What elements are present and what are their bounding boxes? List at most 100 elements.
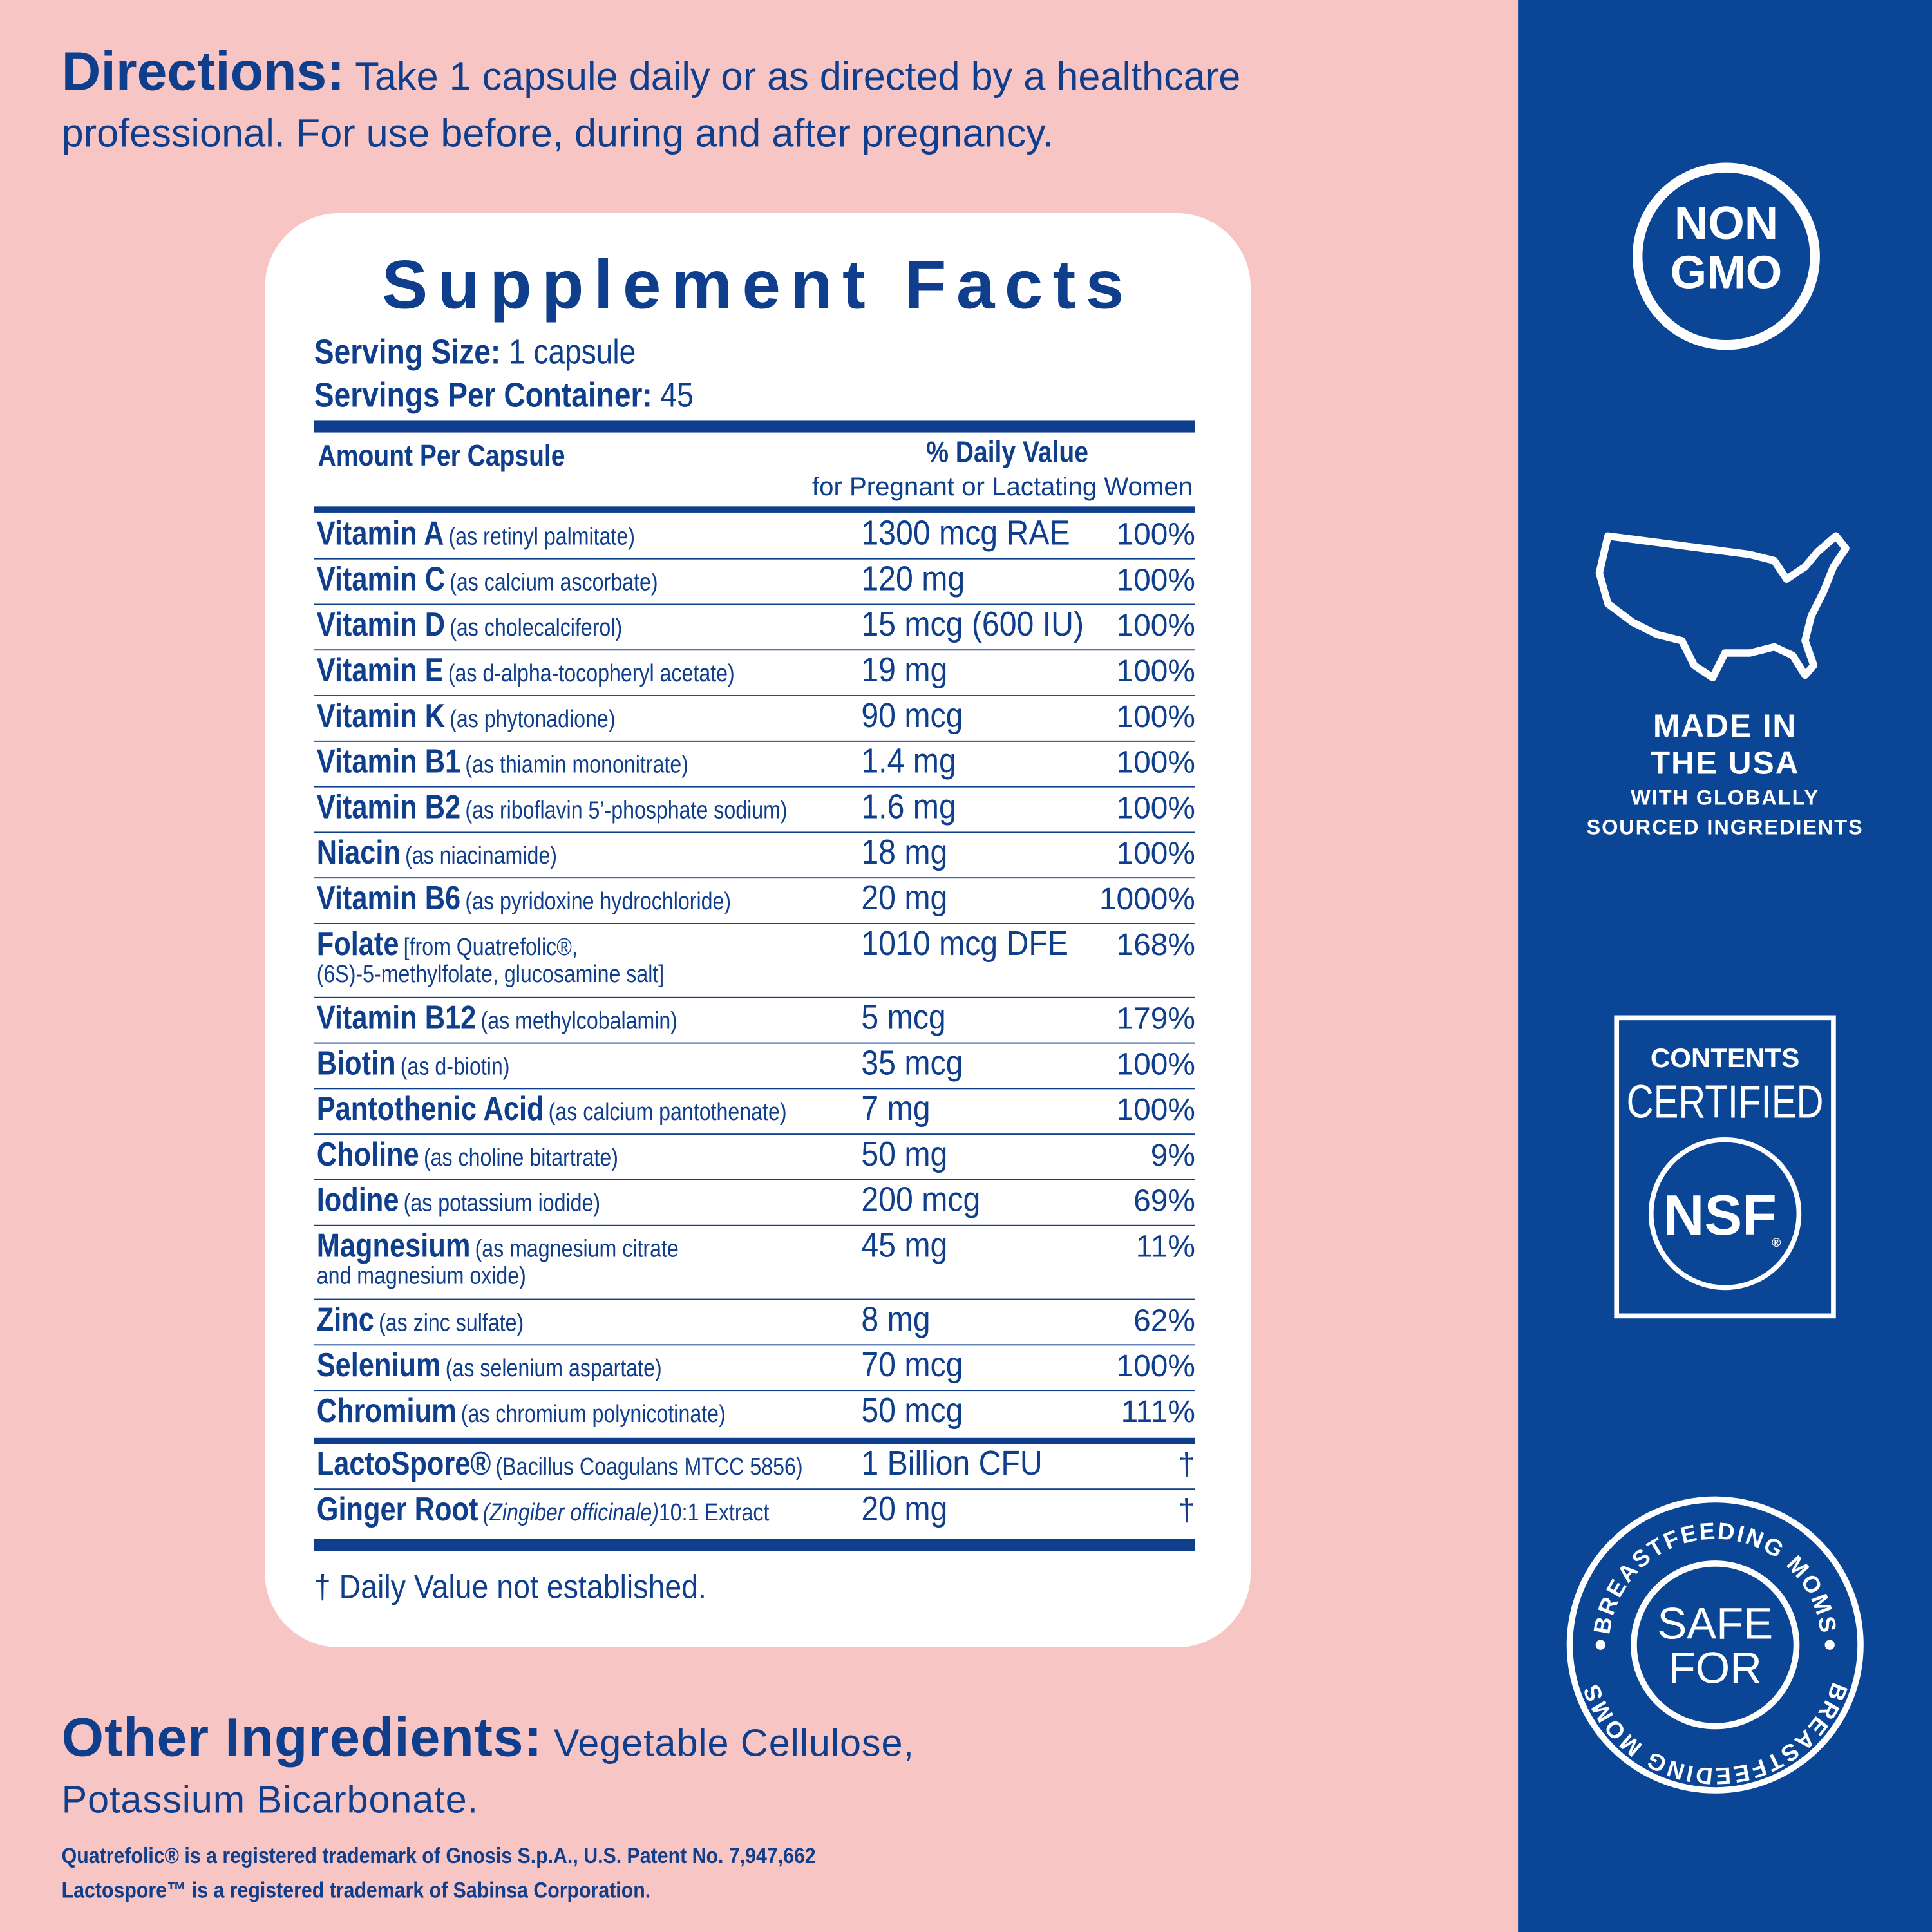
thick-rule — [314, 1437, 1195, 1444]
nutrient-name: Selenium — [316, 1347, 441, 1384]
ring-text: BREASTFEEDING MOMS — [1577, 1680, 1853, 1790]
facts-row: Pantothenic Acid (as calcium pantothenat… — [314, 1088, 1195, 1133]
thick-rule — [314, 1539, 1195, 1551]
nutrient-source: 10:1 Extract — [658, 1499, 770, 1527]
nutrient-cell: Ginger Root (Zingiber officinale)10:1 Ex… — [317, 1492, 866, 1533]
nutrient-source: [from Quatrefolic®, — [403, 934, 578, 961]
nsf-ring — [1648, 1137, 1802, 1291]
daily-value: 179% — [1116, 1001, 1195, 1037]
facts-row: Choline (as choline bitartrate) 50 mg 9% — [314, 1133, 1195, 1179]
side-panel — [1518, 0, 1932, 1932]
nutrient-cell: Vitamin C (as calcium ascorbate) — [317, 561, 866, 602]
nutrient-name: Magnesium — [316, 1227, 471, 1265]
facts-row: Vitamin A (as retinyl palmitate) 1300 mcg… — [314, 514, 1195, 558]
nutrient-cell: Chromium (as chromium polynicotinate) — [316, 1392, 866, 1434]
amount: 120 mg — [861, 559, 965, 598]
amount: 1300 mcg RAE — [861, 513, 1070, 553]
nutrient-source: (Zingiber officinale) — [482, 1499, 659, 1527]
serving-size-label: Serving Size: — [314, 332, 501, 371]
nutrient-source: (as methylcobalamin) — [480, 1008, 677, 1036]
nutrient-cell: Vitamin E (as d-alpha-tocopheryl acetate… — [316, 652, 866, 694]
nutrient-source: and magnesium oxide) — [316, 1263, 526, 1291]
facts-row: Vitamin B6 (as pyridoxine hydrochloride)… — [314, 877, 1195, 923]
serving-size-value: 1 capsule — [509, 332, 636, 371]
nutrient-source: (as phytonadione) — [450, 706, 616, 734]
facts-rows: Vitamin A (as retinyl palmitate) 1300 mcg… — [314, 514, 1195, 1551]
daily-value: 111% — [1121, 1394, 1195, 1430]
amount: 20 mg — [861, 878, 948, 917]
nsf-registered: ® — [1772, 1236, 1781, 1250]
nutrient-source: (as pyridoxine hydrochloride) — [465, 888, 732, 916]
footnote: † Daily Value not established. — [314, 1568, 706, 1605]
amount: 7 mg — [861, 1089, 931, 1128]
nutrient-name: Choline — [316, 1136, 419, 1173]
nutrient-source: (as riboflavin 5’-phosphate sodium) — [465, 797, 788, 824]
servings: Servings Per Container: 45 — [314, 376, 694, 415]
facts-card — [265, 213, 1251, 1648]
nutrient-source: (Bacillus Coagulans MTCC 5856) — [495, 1454, 803, 1481]
other-label: Other Ingredients: — [61, 1707, 543, 1768]
nutrient-name: LactoSpore® — [316, 1445, 491, 1482]
trademark: Quatrefolic® is a registered trademark o… — [61, 1843, 816, 1868]
amount: 8 mg — [861, 1300, 931, 1338]
amount: 5 mcg — [861, 998, 946, 1037]
daily-value: 69% — [1133, 1184, 1195, 1219]
daily-value: 100% — [1116, 517, 1195, 553]
daily-value: 62% — [1133, 1303, 1195, 1338]
daily-value: 11% — [1135, 1229, 1195, 1265]
nutrient-name: Vitamin B1 — [316, 743, 461, 781]
facts-row: Vitamin E (as d-alpha-tocopheryl acetate… — [314, 649, 1195, 695]
ring-dot — [1595, 1640, 1605, 1650]
daily-value: 100% — [1116, 745, 1195, 781]
nutrient-cell: Folate [from Quatrefolic®, (6S)-5-methylf… — [317, 926, 866, 987]
nutrient-cell: Choline (as choline bitartrate) — [317, 1137, 866, 1178]
daily-value: 100% — [1116, 1047, 1195, 1082]
facts-title: Supplement Facts — [381, 245, 1134, 323]
daily-value: 100% — [1116, 791, 1195, 826]
other-line: Potassium Bicarbonate. — [61, 1777, 479, 1821]
daily-value: 100% — [1116, 609, 1195, 643]
amount: 15 mcg (600 IU) — [861, 605, 1084, 643]
directions-line: Directions: Take 1 capsule daily or as d… — [62, 44, 1516, 105]
nutrient-source: (as zinc sulfate) — [379, 1309, 524, 1337]
nsf-top: CONTENTS — [1651, 1043, 1799, 1073]
daily-value: † — [1178, 1448, 1195, 1482]
non-gmo-text: GMO — [1671, 247, 1783, 299]
nutrient-cell: Pantothenic Acid (as calcium pantothenat… — [317, 1091, 866, 1132]
nutrient-source: (as calcium pantothenate) — [548, 1099, 787, 1126]
amount: 50 mg — [861, 1135, 948, 1173]
facts-row: Vitamin D (as cholecalciferol) 15 mcg (60… — [314, 603, 1195, 649]
daily-value: 168% — [1116, 927, 1195, 963]
amount: 50 mcg — [861, 1391, 963, 1430]
nutrient-name: Vitamin E — [316, 652, 444, 689]
nutrient-name: Chromium — [316, 1392, 457, 1430]
nutrient-cell: Zinc (as zinc sulfate) — [317, 1302, 866, 1343]
thick-rule — [314, 420, 1195, 433]
nutrient-cell: Selenium (as selenium aspartate) — [316, 1347, 866, 1388]
other-line: Other Ingredients: Vegetable Cellulose, — [62, 1710, 914, 1772]
trademark: Lactospore™ is a registered trademark of… — [61, 1877, 651, 1903]
directions-text: Take 1 capsule daily or as directed by a… — [355, 54, 1241, 99]
nutrient-cell: Vitamin B12 (as methylcobalamin) — [317, 1000, 866, 1041]
facts-row: Magnesium (as magnesium citrate and magne… — [314, 1224, 1195, 1299]
amount: 19 mg — [861, 650, 948, 689]
amount: 90 mcg — [861, 696, 963, 735]
nutrient-cell: Vitamin D (as cholecalciferol) — [317, 607, 866, 648]
amount: 45 mg — [861, 1226, 948, 1265]
nutrient-name: Ginger Root — [316, 1491, 478, 1528]
made-in-text: THE USA — [1651, 745, 1800, 781]
directions-line: professional. For use before, during and… — [61, 111, 1054, 156]
amount: 70 mcg — [861, 1345, 963, 1384]
amount: 20 mg — [861, 1490, 948, 1528]
ring-text-path: BREASTFEEDING MOMS — [1577, 1680, 1851, 1790]
facts-row: Vitamin K (as phytonadione) 90 mcg 100% — [314, 695, 1195, 741]
daily-value: 100% — [1116, 1349, 1195, 1384]
daily-value: 100% — [1116, 837, 1195, 871]
nutrient-name: Vitamin B6 — [316, 880, 461, 917]
amount-header: Amount Per Capsule — [317, 440, 565, 473]
serving-size: Serving Size: 1 capsule — [314, 333, 636, 372]
daily-value: 9% — [1150, 1138, 1195, 1173]
daily-value: 100% — [1116, 699, 1195, 735]
